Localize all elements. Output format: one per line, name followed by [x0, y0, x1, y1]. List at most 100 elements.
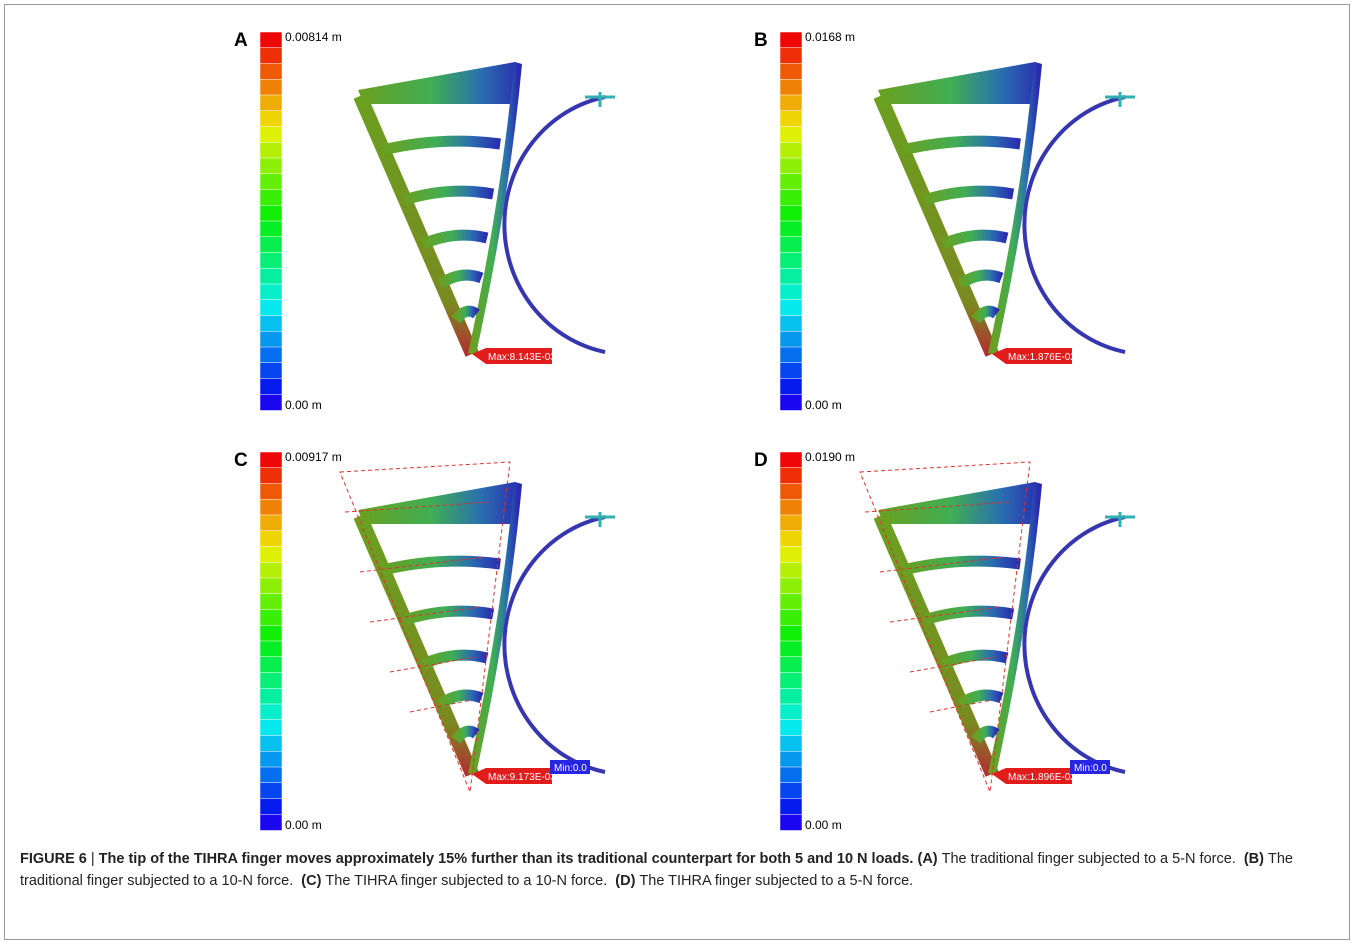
contact-arc: [502, 515, 606, 774]
finger-left: [353, 513, 479, 777]
scale-band: [259, 110, 283, 128]
scale-band: [779, 236, 803, 254]
finger-right: [468, 483, 522, 775]
scale-band: [779, 126, 803, 143]
scale-min: 0.00 m: [805, 818, 842, 832]
scale-band: [259, 766, 283, 784]
caption-part: (B) The traditional finger subjected to a…: [20, 851, 1293, 889]
panel: B 0.0168 m 0.00 m Max:1.876E-02: [754, 30, 1135, 412]
caption-part-letter: (A): [917, 851, 938, 867]
max-marker: [472, 768, 552, 784]
panel-letter: B: [754, 30, 768, 51]
max-label: Max:8.143E-03: [488, 352, 556, 363]
support: [1105, 512, 1135, 527]
scale-band: [779, 268, 803, 285]
scale-band: [779, 110, 803, 128]
contact-arc: [502, 95, 606, 354]
min-marker: [1070, 760, 1110, 774]
scale-band: [779, 31, 803, 49]
scale-max: 0.00917 m: [285, 450, 342, 464]
caption-part-text: The traditional finger subjected to a 5-…: [941, 851, 1236, 867]
scale-band: [779, 751, 803, 768]
finger-rib: [381, 555, 501, 576]
finger-rib: [922, 185, 1015, 206]
scale-band: [779, 189, 803, 206]
scale-band: [259, 530, 283, 548]
scale-band: [259, 79, 283, 96]
scale-band: [779, 299, 803, 317]
panel: A 0.00814 m 0.00 m Max:8.143E-03: [234, 30, 615, 412]
finger-rib: [402, 185, 495, 206]
max-marker: [472, 348, 552, 364]
scale-band: [259, 394, 283, 411]
scale-band: [779, 173, 803, 191]
scale-max: 0.0190 m: [805, 450, 855, 464]
scale-band: [779, 467, 803, 485]
finger-rib: [437, 689, 484, 709]
contact-arc: [1022, 95, 1126, 354]
scale-band: [779, 625, 803, 642]
scale-band: [259, 378, 283, 395]
caption-part: (A) The traditional finger subjected to a…: [917, 851, 1235, 867]
scale-band: [779, 499, 803, 516]
scale-band: [259, 640, 283, 658]
scale-band: [779, 451, 803, 469]
caption-separator: |: [90, 851, 95, 867]
finger-right: [468, 63, 522, 355]
finger-rib: [421, 649, 489, 670]
scale-band: [259, 719, 283, 737]
finger-top: [878, 482, 1042, 524]
scale-band: [259, 346, 283, 364]
scale-band: [779, 798, 803, 815]
scale-min: 0.00 m: [285, 818, 322, 832]
caption-part: (C) The TIHRA finger subjected to a 10-N …: [301, 873, 607, 889]
scale-band: [779, 94, 803, 112]
panel-letter: C: [234, 450, 248, 471]
finger-rib: [901, 555, 1021, 576]
scale-band: [259, 173, 283, 191]
scale-band: [259, 546, 283, 563]
scale-band: [259, 483, 283, 500]
scale-max: 0.0168 m: [805, 30, 855, 44]
scale-band: [779, 394, 803, 411]
finger-right: [988, 483, 1042, 775]
scale-band: [779, 688, 803, 705]
scale-min: 0.00 m: [805, 398, 842, 412]
scale-band: [259, 814, 283, 831]
finger-rib: [402, 605, 495, 626]
min-marker: [550, 760, 590, 774]
figure: A 0.00814 m 0.00 m Max:8.143E-03 B 0.0168 m 0.…: [234, 30, 1135, 832]
caption-part-letter: (D): [615, 873, 636, 889]
scale-band: [779, 703, 803, 721]
finger-rib: [451, 305, 480, 324]
scale-band: [779, 609, 803, 626]
scale-band: [779, 766, 803, 784]
panel-letter: D: [754, 450, 768, 471]
max-label: Max:9.173E-03: [488, 772, 556, 783]
support: [585, 512, 615, 527]
max-label: Max:1.896E-02: [1008, 772, 1076, 783]
support: [585, 92, 615, 107]
scale-band: [779, 782, 803, 800]
support: [1105, 92, 1135, 107]
scale-band: [779, 142, 803, 159]
contact-arc: [1022, 515, 1126, 774]
caption: FIGURE 6 | The tip of the TIHRA finger mov…: [20, 848, 1336, 892]
scale-band: [779, 47, 803, 65]
scale-band: [779, 514, 803, 532]
min-label: Min:0.0: [554, 763, 587, 774]
max-marker: [992, 348, 1072, 364]
finger-rib: [381, 135, 501, 156]
scale-band: [779, 483, 803, 500]
scale-band: [259, 798, 283, 815]
scale-band: [779, 546, 803, 563]
scale-band: [259, 514, 283, 532]
scale-band: [259, 593, 283, 611]
scale-band: [259, 31, 283, 49]
scale-band: [259, 63, 283, 80]
scale-band: [259, 499, 283, 516]
min-label: Min:0.0: [1074, 763, 1107, 774]
scale-band: [779, 640, 803, 658]
